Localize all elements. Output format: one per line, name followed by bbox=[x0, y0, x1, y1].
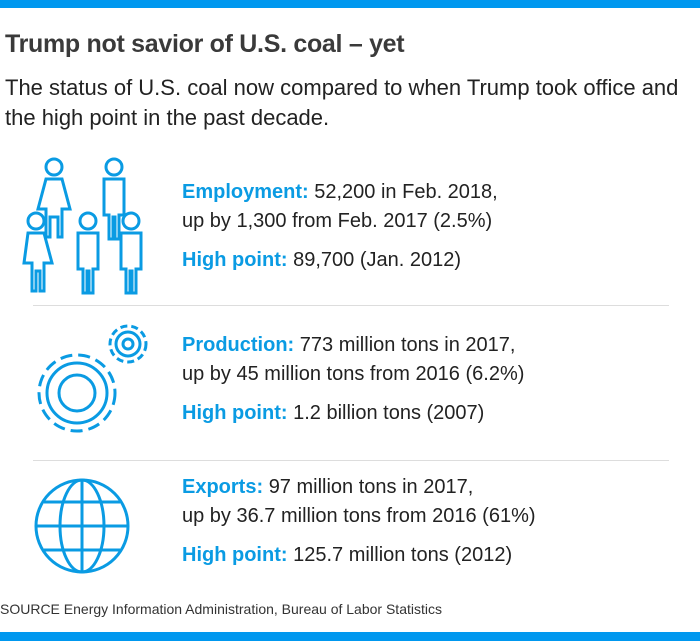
section-label: Exports: bbox=[182, 476, 264, 498]
people-icon bbox=[22, 157, 143, 295]
high-point-label: High point: bbox=[182, 402, 288, 424]
high-point-label: High point: bbox=[182, 249, 288, 271]
section-line2: up by 36.7 million tons from 2016 (61%) bbox=[182, 505, 536, 527]
section-line1: 52,200 in Feb. 2018, bbox=[314, 181, 498, 203]
divider bbox=[33, 460, 669, 461]
top-bar bbox=[0, 0, 700, 8]
high-point-label: High point: bbox=[182, 544, 288, 566]
section-employment: Employment: 52,200 in Feb. 2018, up by 1… bbox=[182, 178, 498, 275]
subtitle: The status of U.S. coal now compared to … bbox=[5, 75, 679, 130]
globe-icon bbox=[34, 478, 130, 574]
title: Trump not savior of U.S. coal – yet bbox=[5, 30, 405, 58]
section-label: Production: bbox=[182, 334, 295, 356]
bottom-bar bbox=[0, 632, 700, 641]
high-point-value: 125.7 million tons (2012) bbox=[293, 544, 513, 566]
section-label: Employment: bbox=[182, 181, 309, 203]
high-point-value: 89,700 (Jan. 2012) bbox=[293, 249, 461, 271]
section-exports: Exports: 97 million tons in 2017, up by … bbox=[182, 473, 536, 570]
source-note: SOURCE Energy Information Administration… bbox=[0, 601, 442, 617]
section-line2: up by 45 million tons from 2016 (6.2%) bbox=[182, 363, 525, 385]
section-line1: 97 million tons in 2017, bbox=[268, 476, 474, 498]
divider bbox=[33, 305, 669, 306]
gears-icon bbox=[37, 324, 148, 433]
section-line2: up by 1,300 from Feb. 2017 (2.5%) bbox=[182, 210, 493, 232]
high-point-value: 1.2 billion tons (2007) bbox=[293, 402, 485, 424]
section-production: Production: 773 million tons in 2017, up… bbox=[182, 331, 524, 428]
section-line1: 773 million tons in 2017, bbox=[299, 334, 516, 356]
